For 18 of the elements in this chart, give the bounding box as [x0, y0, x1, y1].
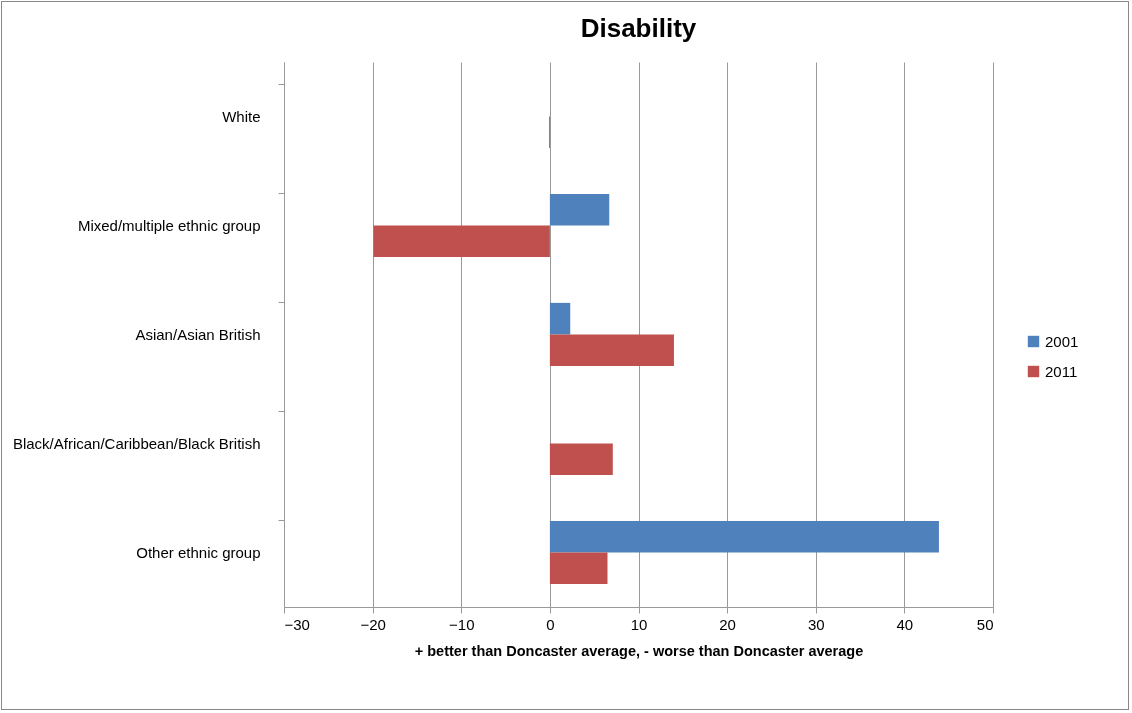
x-tick-label: 40 [896, 615, 914, 633]
x-tick-label: 20 [719, 615, 736, 633]
x-axis-title: + better than Doncaster average, - worse than Doncaster average [414, 642, 864, 659]
x-tick-label: 10 [630, 615, 648, 633]
y-tick-label: Asian/Asian British [135, 325, 261, 343]
legend-label: 2011 [1045, 362, 1078, 380]
legend-label: 2001 [1045, 332, 1079, 350]
y-tick-label: Black/African/Caribbean/Black British [12, 434, 261, 452]
chart-title: Disability [580, 13, 697, 43]
y-tick-label: Mixed/multiple ethnic group [77, 216, 261, 234]
x-tick-label: −30 [284, 615, 310, 633]
x-tick-label: 50 [976, 615, 994, 633]
x-tick-label: −20 [360, 615, 386, 633]
x-tick-label: −10 [449, 615, 475, 633]
x-tick-label: 0 [546, 615, 555, 633]
y-tick-label: White [222, 107, 261, 125]
x-tick-label: 30 [807, 615, 825, 633]
y-tick-label: Other ethnic group [136, 543, 261, 561]
